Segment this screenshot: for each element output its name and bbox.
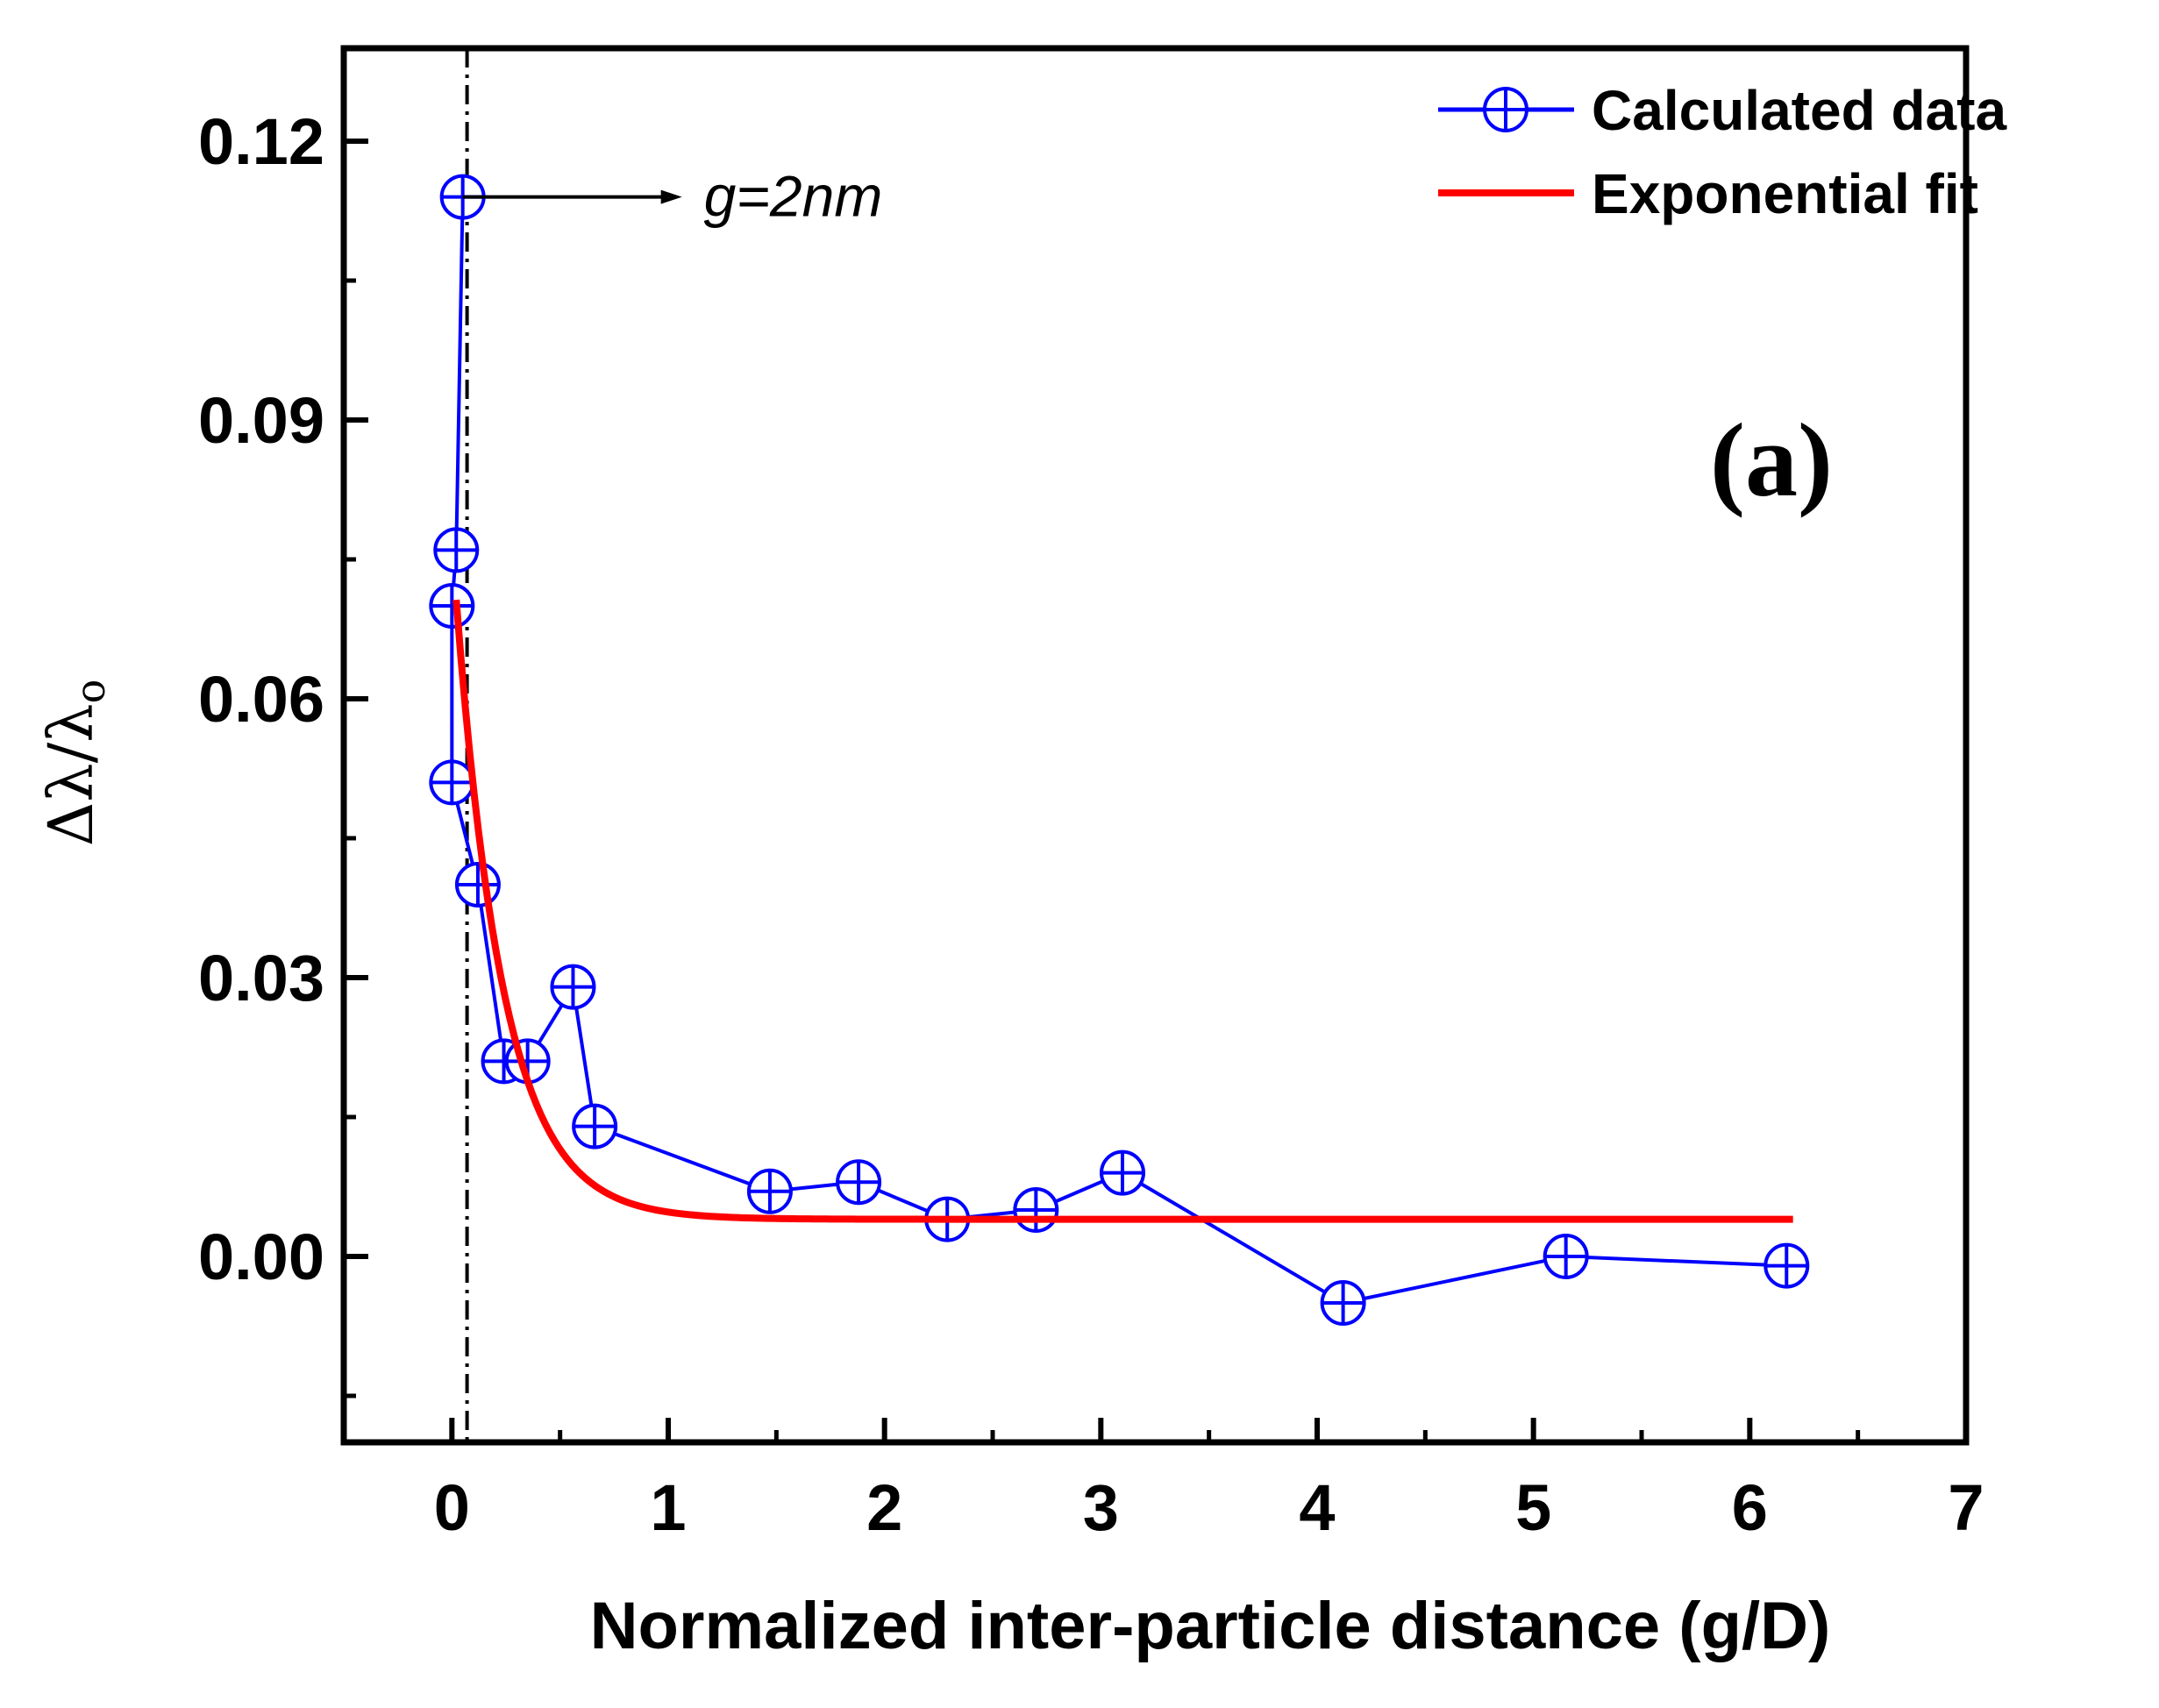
- y-axis-title: Δλ/λo: [35, 680, 114, 847]
- x-tick-label: 2: [866, 1471, 902, 1544]
- data-point: [454, 862, 501, 907]
- exponential-fit-line: [452, 599, 1793, 1223]
- x-tick-label: 0: [434, 1471, 470, 1544]
- data-point: [572, 1103, 618, 1149]
- y-tick-label: 0.12: [198, 105, 324, 178]
- y-tick-label: 0.09: [198, 384, 324, 457]
- x-tick-label: 3: [1083, 1471, 1119, 1544]
- data-point: [746, 1168, 793, 1214]
- y-axis-title-subscript: o: [67, 680, 114, 704]
- plot-frame: [340, 45, 1970, 1446]
- x-tick-label: 1: [650, 1471, 686, 1544]
- data-point: [836, 1159, 882, 1206]
- x-axis-title: Normalized inter-particle distance (g/D): [590, 1589, 1831, 1663]
- legend-marker-calculated-data: [1483, 87, 1528, 132]
- legend-entry-exponential-fit: Exponential fit: [1438, 162, 1978, 225]
- svg-text:Δλ/λo: Δλ/λo: [35, 680, 114, 847]
- data-point: [550, 964, 596, 1010]
- calculated-data-markers: [429, 174, 1810, 1326]
- x-tick-label: 5: [1515, 1471, 1551, 1544]
- data-point: [1764, 1242, 1810, 1289]
- y-tick-label: 0.06: [198, 663, 324, 736]
- data-point: [429, 759, 475, 806]
- data-point: [429, 583, 475, 629]
- legend: Calculated data Exponential fit: [1438, 79, 2006, 225]
- legend-marker: [1483, 87, 1528, 132]
- annotation-label: g=2nm: [704, 164, 883, 229]
- x-tick-label: 4: [1299, 1471, 1335, 1544]
- panel-label: (a): [1710, 402, 1833, 518]
- x-axis-ticks: 0 1 2 3 4 5 6 7: [341, 1418, 1984, 1544]
- x-tick-label: 7: [1948, 1471, 1984, 1544]
- data-point: [1543, 1234, 1589, 1279]
- calculated-data-line: [450, 196, 1787, 1306]
- annotation-arrowhead: [660, 189, 682, 204]
- data-point: [1013, 1187, 1059, 1233]
- y-tick-label: 0.00: [198, 1221, 324, 1293]
- y-axis-title-main: Δλ/λ: [35, 703, 107, 846]
- legend-entry-calculated-data: Calculated data: [1438, 79, 2006, 142]
- data-point: [1100, 1149, 1145, 1196]
- legend-label-exponential-fit: Exponential fit: [1592, 162, 1978, 225]
- data-point: [433, 527, 480, 573]
- gap-annotation: g=2nm: [462, 164, 883, 229]
- x-tick-label: 6: [1732, 1471, 1768, 1544]
- legend-label-calculated-data: Calculated data: [1592, 79, 2006, 142]
- y-axis-ticks: 0.00 0.03 0.06 0.09 0.12: [198, 105, 368, 1398]
- data-point: [1320, 1280, 1366, 1326]
- y-tick-label: 0.03: [198, 942, 324, 1014]
